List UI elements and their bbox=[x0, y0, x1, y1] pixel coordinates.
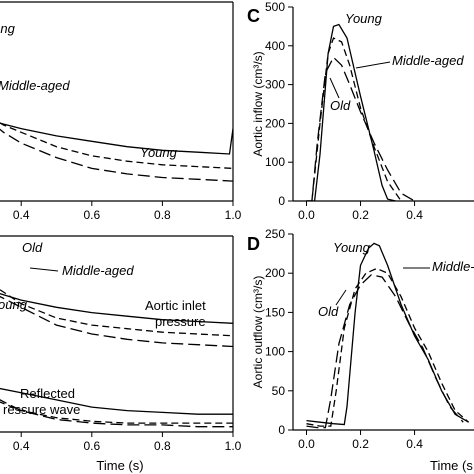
annotation-young: oung bbox=[0, 297, 28, 312]
series-line-old-reflected bbox=[0, 399, 233, 428]
y-tick-label: 100 bbox=[265, 345, 285, 359]
x-tick-label: 0.2 bbox=[352, 208, 369, 222]
x-tick-label: 0.6 bbox=[83, 208, 100, 222]
x-tick-label: 0.0 bbox=[298, 437, 315, 451]
annotation-arrow bbox=[335, 289, 347, 306]
annotation-middle-aged: Middle-aged bbox=[62, 263, 134, 278]
series-group bbox=[0, 288, 233, 428]
x-tick-label: 1.0 bbox=[225, 208, 242, 222]
series-line-old bbox=[0, 128, 233, 182]
y-axis-label: Aortic inflow (cm³/s) bbox=[251, 51, 265, 156]
series-group bbox=[0, 122, 233, 182]
panel-letter-c: C bbox=[247, 6, 260, 26]
series-line-old-inlet bbox=[0, 295, 233, 348]
x-tick-label: 0.4 bbox=[406, 208, 423, 222]
annotation-middle-aged: Middle-aged bbox=[392, 53, 464, 68]
annotation-arrow bbox=[355, 61, 391, 69]
annotation-pressure-wave: ressure wave bbox=[3, 402, 80, 417]
x-tick-label: 0.4 bbox=[13, 208, 30, 222]
x-tick-label: 0.4 bbox=[13, 439, 30, 453]
x-tick-label: 1.0 bbox=[225, 439, 242, 453]
annotation-young-lower: Young bbox=[140, 145, 178, 160]
annotation-pressure: pressure bbox=[155, 314, 206, 329]
annotation-arrow bbox=[29, 267, 59, 272]
series-line-young bbox=[0, 122, 233, 155]
x-axis-label: Time (s) bbox=[96, 458, 143, 473]
y-tick-label: 100 bbox=[265, 155, 285, 169]
annotation-middle-aged: Middle-aged bbox=[0, 78, 70, 93]
y-axis-label: Aortic outflow (cm³/s) bbox=[251, 276, 265, 389]
panel-d-aortic-outflow: 0.0 0.2 0.4 0 50 100 150 200 250 D Young Middle- Old… bbox=[247, 227, 474, 473]
series-line-old bbox=[306, 56, 415, 201]
series-group bbox=[306, 242, 470, 429]
series-line-old bbox=[306, 274, 464, 429]
series-line-young-reflected bbox=[0, 387, 233, 415]
y-tick-label: 300 bbox=[265, 78, 285, 92]
y-tick-label: 0 bbox=[278, 194, 285, 208]
annotation-young: Young bbox=[333, 240, 371, 255]
panel-letter-d: D bbox=[247, 234, 260, 254]
y-tick-label: 150 bbox=[265, 305, 285, 319]
x-axis-label: Time (s bbox=[430, 458, 473, 473]
annotation-old: Old bbox=[318, 304, 339, 319]
y-tick-label: 200 bbox=[265, 266, 285, 280]
annotation-aortic-inlet: Aortic inlet bbox=[145, 298, 206, 313]
y-tick-label: 250 bbox=[265, 227, 285, 241]
series-line-young-inlet bbox=[0, 293, 233, 324]
y-tick-label: 0 bbox=[278, 423, 285, 437]
x-tick-label: 0.8 bbox=[154, 208, 171, 222]
x-tick-label: 0.4 bbox=[406, 437, 423, 451]
annotation-arrow bbox=[329, 77, 340, 99]
panel-c-aortic-inflow: 0.0 0.2 0.4 0 100 200 300 400 500 C Young Middle-ag… bbox=[247, 0, 474, 222]
x-tick-label: 0.0 bbox=[298, 208, 315, 222]
series-line-middle-aged bbox=[306, 267, 470, 427]
annotation-middle: Middle- bbox=[432, 259, 474, 274]
annotation-young: Young bbox=[345, 11, 383, 26]
series-group bbox=[306, 23, 415, 201]
series-line-young bbox=[306, 23, 396, 201]
x-tick-label: 0.6 bbox=[83, 439, 100, 453]
series-line-middle-aged-inlet bbox=[0, 288, 233, 337]
annotation-young-top: Young bbox=[0, 21, 16, 36]
y-tick-label: 500 bbox=[265, 0, 285, 14]
annotation-reflected: Reflected bbox=[20, 386, 75, 401]
x-tick-label: 0.8 bbox=[154, 439, 171, 453]
y-tick-label: 200 bbox=[265, 116, 285, 130]
annotation-old: Old bbox=[330, 98, 351, 113]
x-tick-label: 0.2 bbox=[352, 437, 369, 451]
annotation-old: Old bbox=[22, 240, 43, 255]
y-tick-label: 50 bbox=[272, 384, 286, 398]
y-tick-label: 400 bbox=[265, 39, 285, 53]
